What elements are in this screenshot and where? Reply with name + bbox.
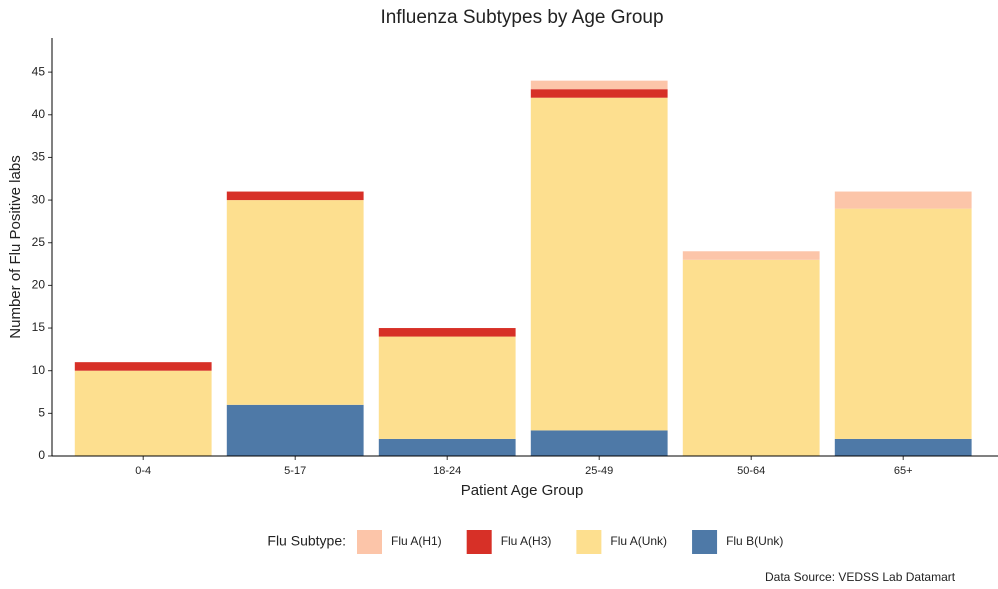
bar-segment: [682, 259, 820, 456]
legend-swatch: [466, 530, 492, 554]
bar-segment: [74, 370, 212, 456]
legend-label: Flu A(Unk): [610, 534, 667, 548]
legend-label: Flu A(H3): [501, 534, 552, 548]
bar-segment: [74, 362, 212, 371]
y-tick-label: 35: [32, 150, 46, 164]
bar-segment: [682, 251, 820, 260]
legend-label: Flu B(Unk): [726, 534, 783, 548]
legend-swatch: [692, 530, 718, 554]
y-tick-label: 10: [32, 363, 46, 377]
bar-segment: [378, 438, 516, 456]
y-tick-label: 20: [32, 278, 46, 292]
bar-segment: [378, 336, 516, 439]
x-tick-label: 0-4: [135, 465, 151, 477]
x-tick-label: 65+: [894, 465, 913, 477]
bar-segment: [834, 438, 972, 456]
bar-segment: [834, 191, 972, 209]
legend-swatch: [357, 530, 382, 554]
y-tick-label: 40: [32, 107, 46, 121]
y-tick-label: 0: [38, 448, 45, 462]
x-tick-label: 5-17: [284, 465, 306, 477]
y-tick-label: 15: [32, 320, 46, 334]
bar-segment: [226, 191, 364, 201]
y-axis-label: Number of Flu Positive labs: [7, 155, 24, 338]
bar-segment: [226, 200, 364, 405]
y-tick-label: 45: [32, 64, 46, 78]
y-tick-label: 25: [32, 235, 46, 249]
bar-segment: [530, 80, 668, 90]
y-tick-label: 30: [32, 192, 46, 206]
bar-segment: [226, 404, 364, 456]
caption: Data Source: VEDSS Lab Datamart: [765, 570, 956, 584]
legend-swatch: [576, 530, 602, 554]
bar-segment: [834, 208, 972, 439]
bar-segment: [530, 97, 668, 431]
chart-title: Influenza Subtypes by Age Group: [380, 7, 663, 28]
y-tick-label: 5: [38, 406, 45, 420]
x-tick-label: 25-49: [585, 465, 613, 477]
legend-label: Flu A(H1): [391, 534, 442, 548]
x-tick-label: 50-64: [737, 465, 765, 477]
bar-segment: [530, 430, 668, 456]
bar-segment: [530, 89, 668, 98]
bar-segment: [378, 328, 516, 337]
legend-title: Flu Subtype:: [267, 533, 346, 549]
x-tick-label: 18-24: [433, 465, 461, 477]
x-axis-label: Patient Age Group: [461, 482, 584, 499]
